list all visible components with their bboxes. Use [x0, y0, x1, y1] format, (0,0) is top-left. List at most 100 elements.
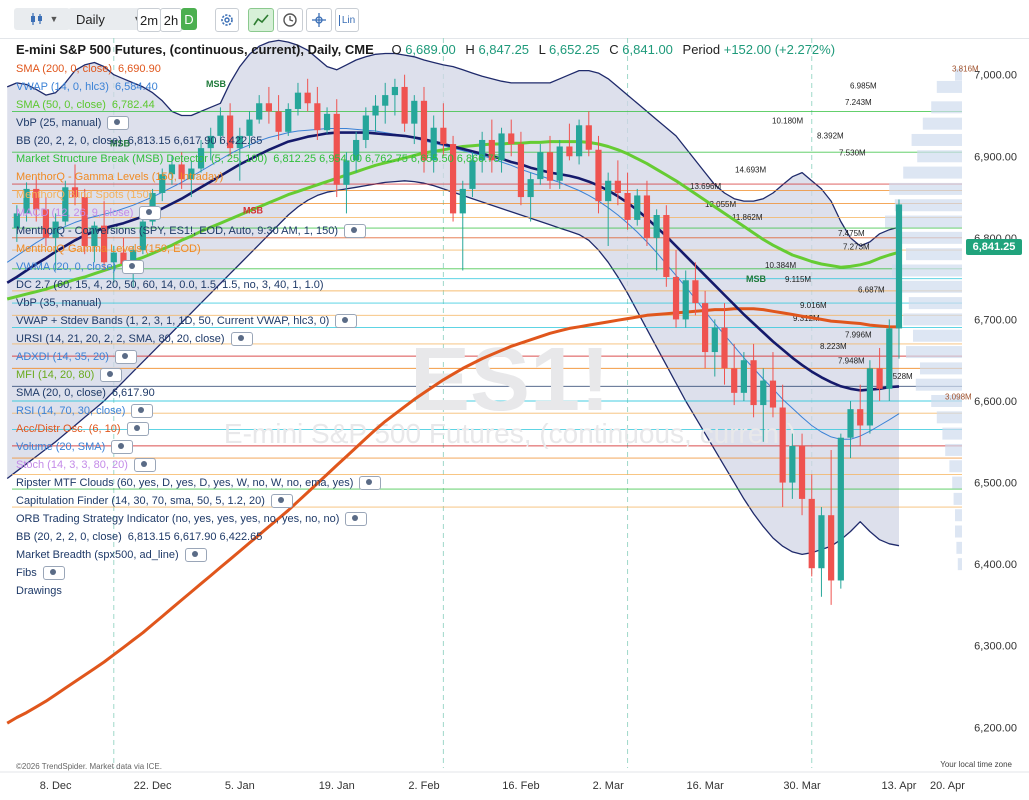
indicator-row[interactable]: Ripster MTF Clouds (60, yes, D, yes, D, …	[16, 474, 916, 492]
indicator-row[interactable]: BB (20, 2, 2, 0, close) 6,813.15 6,617.90…	[16, 528, 916, 546]
indicator-row[interactable]: Fibs	[16, 564, 916, 582]
indicator-row[interactable]: ORB Trading Strategy Indicator (no, yes,…	[16, 510, 916, 528]
volume-profile-bar	[949, 460, 962, 473]
candle-body	[721, 327, 728, 369]
volume-profile-bar	[913, 329, 962, 342]
indicator-label: Drawings	[16, 585, 62, 597]
indicator-row[interactable]: VbP (25, manual)	[16, 114, 916, 132]
visibility-eye-icon[interactable]	[107, 116, 130, 130]
indicator-row[interactable]: Capitulation Finder (14, 30, 70, sma, 50…	[16, 492, 916, 510]
indicator-label: VWAP + Stdev Bands (1, 2, 3, 1, 1D, 50, …	[16, 315, 330, 327]
indicator-row[interactable]: MFI (14, 20, 80)	[16, 366, 916, 384]
volume-profile-bar	[936, 80, 962, 93]
candle-body	[110, 252, 117, 263]
indicator-row[interactable]: SMA (50, 0, close) 6,782.44	[16, 96, 916, 114]
scale-toggle-button[interactable]: Lin	[335, 8, 359, 32]
indicator-label: ADXDI (14, 35, 20)	[16, 351, 109, 363]
copyright-text: ©2026 TrendSpider. Market data via ICE.	[16, 762, 162, 771]
y-tick-label: 6,300.00	[974, 641, 1017, 653]
indicator-label: MenthorQ - Gamma Levels (150, Intraday)	[16, 171, 224, 183]
open-label: O	[391, 42, 402, 57]
volume-profile-bar	[903, 166, 962, 179]
visibility-eye-icon[interactable]	[111, 440, 134, 454]
indicator-row[interactable]: MenthorQ - Gamma Levels (150, Intraday)	[16, 168, 916, 186]
candle-body	[469, 160, 476, 189]
volume-profile-label: 11.862M	[732, 213, 763, 222]
candle-body	[256, 103, 263, 120]
indicator-row[interactable]: MenthorQ Blind Spots (150)	[16, 186, 916, 204]
volume-profile-label: 9.016M	[800, 301, 827, 310]
visibility-eye-icon[interactable]	[131, 404, 154, 418]
volume-profile-label: 3.098M	[945, 392, 972, 401]
visibility-eye-icon[interactable]	[42, 566, 65, 580]
indicator-row[interactable]: Volume (20, SMA)	[16, 438, 916, 456]
volume-profile-label: 7.530M	[839, 148, 866, 157]
indicator-row[interactable]: Market Breadth (spx500, ad_line)	[16, 546, 916, 564]
indicator-row[interactable]: RSI (14, 70, 30, close)	[16, 402, 916, 420]
candle-body	[498, 133, 505, 161]
settings-button[interactable]	[215, 8, 239, 32]
volume-profile-label: 7.475M	[838, 229, 865, 238]
indicator-row[interactable]: Drawings	[16, 582, 916, 600]
y-tick-label: 6,200.00	[974, 722, 1017, 734]
visibility-eye-icon[interactable]	[230, 332, 253, 346]
visibility-eye-icon[interactable]	[359, 476, 382, 490]
interval-2m-button[interactable]: 2m	[137, 8, 161, 32]
visibility-eye-icon[interactable]	[122, 260, 145, 274]
indicator-row[interactable]: URSI (14, 21, 20, 2, 2, SMA, 80, 20, clo…	[16, 330, 916, 348]
indicator-row[interactable]: DC 2.7 (60, 15, 4, 20, 50, 60, 14, 0.0, …	[16, 276, 916, 294]
candle-body	[159, 174, 166, 193]
visibility-eye-icon[interactable]	[184, 548, 207, 562]
interval-select[interactable]: Daily ▼	[68, 8, 148, 30]
visibility-eye-icon[interactable]	[114, 350, 137, 364]
visibility-eye-icon[interactable]	[100, 368, 123, 382]
indicator-row[interactable]: SMA (20, 0, close) 6,617.90	[16, 384, 916, 402]
msb-label: MSB	[206, 79, 227, 89]
indicator-row[interactable]: Market Structure Break (MSB) Detector (5…	[16, 150, 916, 168]
high-label: H	[465, 42, 475, 57]
indicator-label: BB (20, 2, 2, 0, close)	[16, 531, 122, 543]
auto-trendlines-button[interactable]	[248, 8, 274, 32]
visibility-eye-icon[interactable]	[345, 512, 368, 526]
interval-label: Daily	[76, 11, 105, 27]
chart-type-button[interactable]: ▼	[14, 8, 70, 30]
indicator-row[interactable]: VWAP (14, 0, hlc3) 6,584.40	[16, 78, 916, 96]
indicator-row[interactable]: VbP (35, manual)	[16, 294, 916, 312]
period-label: Period	[682, 42, 721, 57]
indicator-row[interactable]: MACD (12, 26, 9, close)	[16, 204, 916, 222]
candle-body	[479, 139, 486, 161]
indicator-label: Market Structure Break (MSB) Detector (5…	[16, 153, 268, 165]
indicator-row[interactable]: VWAP + Stdev Bands (1, 2, 3, 1, 1D, 50, …	[16, 312, 916, 330]
visibility-eye-icon[interactable]	[139, 206, 162, 220]
indicator-label: SMA (20, 0, close)	[16, 387, 106, 399]
volume-profile-bar	[897, 280, 962, 293]
indicator-row[interactable]: Acc/Distr Osc. (6, 10)	[16, 420, 916, 438]
indicator-row[interactable]: VWMA (20, 0, close)	[16, 258, 916, 276]
volume-profile-bar	[956, 541, 962, 554]
indicator-row[interactable]: ADXDI (14, 35, 20)	[16, 348, 916, 366]
visibility-eye-icon[interactable]	[335, 314, 358, 328]
candle-body	[178, 164, 185, 180]
interval-d-button[interactable]: D	[181, 8, 197, 30]
volume-profile-label: 10.384M	[765, 261, 796, 270]
visibility-eye-icon[interactable]	[270, 494, 293, 508]
candle-body	[866, 368, 874, 426]
visibility-eye-icon[interactable]	[344, 224, 367, 238]
high-value: 6,847.25	[478, 42, 530, 57]
price-chart[interactable]: 3.816M 6.985M 7.243M 10.180M 8.392M 7.530M 14.…	[0, 38, 1029, 800]
indicator-row[interactable]: BB (20, 2, 2, 0, close) 6,813.15 6,617.90…	[16, 132, 916, 150]
indicator-row[interactable]: MenthorQ Gamma Levels (150, EOD)	[16, 240, 916, 258]
visibility-eye-icon[interactable]	[126, 422, 149, 436]
visibility-eye-icon[interactable]	[133, 458, 156, 472]
interval-2m-label: 2m	[139, 12, 159, 28]
volume-profile-bar	[952, 476, 962, 489]
indicator-row[interactable]: MenthorQ - Conversions (SPY, ES1!, EOD, …	[16, 222, 916, 240]
interval-2h-button[interactable]: 2h	[160, 8, 182, 32]
candle-body	[207, 135, 214, 149]
replay-button[interactable]	[277, 8, 303, 32]
indicator-row[interactable]: SMA (200, 0, close) 6,690.90	[16, 60, 916, 78]
indicator-row[interactable]: Stoch (14, 3, 3, 80, 20)	[16, 456, 916, 474]
crosshair-icon	[312, 13, 326, 27]
crosshair-button[interactable]	[306, 8, 332, 32]
open-value: 6,689.00	[405, 42, 456, 57]
